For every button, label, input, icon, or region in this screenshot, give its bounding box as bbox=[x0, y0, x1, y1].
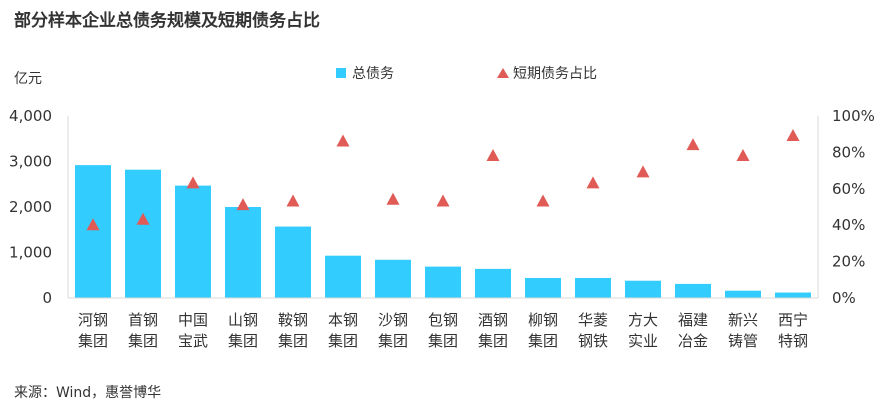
marker-short-term-ratio bbox=[686, 138, 700, 151]
y-left-tick-label: 1,000 bbox=[9, 244, 52, 262]
legend-bar-swatch bbox=[336, 68, 346, 78]
legend-item-total-debt: 总债务 bbox=[336, 63, 394, 83]
y-right-tick-label: 60% bbox=[832, 180, 865, 198]
bar-total-debt bbox=[575, 277, 611, 298]
x-category-label: 华菱 bbox=[578, 311, 608, 329]
left-axis-unit-label: 亿元 bbox=[14, 71, 42, 87]
x-category-label: 山钢 bbox=[228, 311, 258, 329]
marker-short-term-ratio bbox=[236, 198, 250, 211]
marker-short-term-ratio bbox=[386, 192, 400, 205]
bar-total-debt bbox=[775, 292, 811, 298]
marker-short-term-ratio bbox=[286, 194, 300, 207]
marker-short-term-ratio bbox=[486, 149, 500, 162]
bar-total-debt bbox=[175, 185, 211, 298]
bar-total-debt bbox=[525, 277, 561, 298]
y-left-tick-label: 0 bbox=[42, 289, 52, 307]
bar-total-debt bbox=[325, 255, 361, 298]
x-category-label: 柳钢 bbox=[528, 311, 558, 329]
x-category-label: 鞍钢 bbox=[278, 311, 308, 329]
marker-short-term-ratio bbox=[636, 165, 650, 178]
y-right-tick-label: 40% bbox=[832, 216, 865, 234]
x-category-label: 酒钢 bbox=[478, 311, 508, 329]
marker-short-term-ratio bbox=[86, 218, 100, 231]
marker-short-term-ratio bbox=[586, 176, 600, 189]
source-note: 来源：Wind，惠誉博华 bbox=[14, 385, 162, 401]
bar-total-debt bbox=[625, 280, 661, 298]
legend-label-total-debt: 总债务 bbox=[352, 66, 394, 82]
x-category-label: 集团 bbox=[128, 332, 158, 350]
x-category-label: 新兴 bbox=[728, 311, 758, 329]
bar-total-debt bbox=[425, 266, 461, 298]
y-left-tick-label: 3,000 bbox=[9, 153, 52, 171]
x-category-label: 集团 bbox=[428, 332, 458, 350]
bar-total-debt bbox=[375, 259, 411, 298]
x-category-label: 中国 bbox=[178, 311, 208, 329]
bar-total-debt bbox=[725, 290, 761, 298]
x-category-label: 方大 bbox=[628, 311, 658, 329]
bar-total-debt bbox=[125, 169, 161, 298]
y-left-tick-label: 2,000 bbox=[9, 198, 52, 216]
x-category-label: 铸管 bbox=[728, 332, 758, 350]
x-category-label: 集团 bbox=[278, 332, 308, 350]
x-category-label: 首钢 bbox=[128, 311, 158, 329]
x-category-label: 集团 bbox=[478, 332, 508, 350]
bar-total-debt bbox=[225, 207, 261, 298]
marker-short-term-ratio bbox=[786, 129, 800, 142]
x-category-label: 集团 bbox=[228, 332, 258, 350]
bar-total-debt bbox=[475, 268, 511, 298]
x-category-label: 钢铁 bbox=[578, 332, 608, 350]
legend-item-short-term-ratio: 短期债务占比 bbox=[497, 63, 597, 83]
x-category-label: 沙钢 bbox=[378, 311, 408, 329]
x-category-label: 集团 bbox=[528, 332, 558, 350]
marker-short-term-ratio bbox=[186, 176, 200, 189]
y-right-tick-label: 100% bbox=[832, 107, 875, 125]
marker-short-term-ratio bbox=[736, 149, 750, 162]
chart-title: 部分样本企业总债务规模及短期债务占比 bbox=[14, 11, 320, 31]
x-category-label: 河钢 bbox=[78, 311, 108, 329]
marker-short-term-ratio bbox=[436, 194, 450, 207]
x-category-label: 本钢 bbox=[328, 311, 358, 329]
y-left-tick-label: 4,000 bbox=[9, 107, 52, 125]
y-right-tick-label: 20% bbox=[832, 253, 865, 271]
legend-triangle-swatch bbox=[497, 68, 509, 78]
x-category-label: 冶金 bbox=[678, 332, 708, 350]
x-category-label: 包钢 bbox=[428, 311, 458, 329]
marker-short-term-ratio bbox=[136, 212, 150, 225]
x-category-label: 特钢 bbox=[778, 332, 808, 350]
x-category-label: 西宁 bbox=[778, 311, 808, 329]
x-category-label: 集团 bbox=[78, 332, 108, 350]
legend-label-short-term-ratio: 短期债务占比 bbox=[513, 66, 597, 82]
x-category-label: 集团 bbox=[328, 332, 358, 350]
y-right-tick-label: 80% bbox=[832, 143, 865, 161]
x-category-label: 集团 bbox=[378, 332, 408, 350]
x-category-label: 宝武 bbox=[178, 332, 208, 350]
bar-total-debt bbox=[675, 283, 711, 298]
y-right-tick-label: 0% bbox=[832, 289, 856, 307]
marker-short-term-ratio bbox=[536, 194, 550, 207]
marker-short-term-ratio bbox=[336, 134, 350, 147]
bar-total-debt bbox=[75, 165, 111, 298]
bar-total-debt bbox=[275, 226, 311, 298]
x-category-label: 福建 bbox=[678, 311, 708, 329]
x-category-label: 实业 bbox=[628, 332, 658, 350]
